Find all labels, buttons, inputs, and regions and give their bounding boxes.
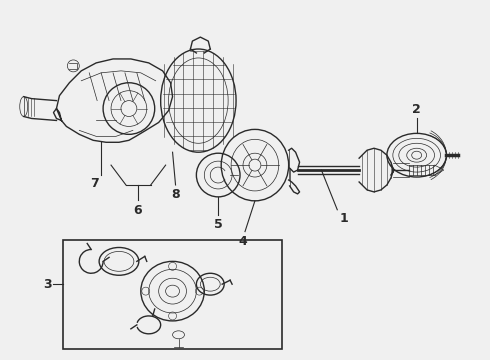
Text: 5: 5 xyxy=(214,218,222,231)
Text: 6: 6 xyxy=(133,204,142,217)
Text: 8: 8 xyxy=(171,188,180,201)
Text: 7: 7 xyxy=(90,177,99,190)
Bar xyxy=(63,239,282,349)
Text: 2: 2 xyxy=(412,103,421,116)
Text: 1: 1 xyxy=(339,212,348,225)
Text: 4: 4 xyxy=(239,235,247,248)
Text: 3: 3 xyxy=(43,278,51,291)
